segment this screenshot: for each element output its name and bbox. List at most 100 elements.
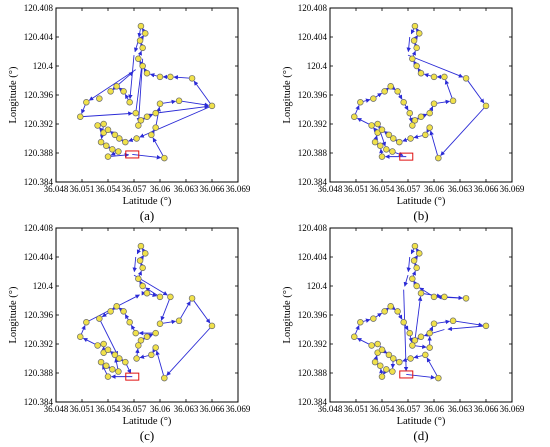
customer-node (152, 124, 159, 131)
customer-node (357, 319, 364, 326)
customer-node (143, 69, 151, 77)
customer-node (188, 295, 196, 302)
y-tick-label: 120.4 (307, 61, 328, 71)
customer-node (411, 337, 419, 344)
route-edge (80, 111, 133, 118)
route-edge (88, 69, 136, 101)
customer-node (104, 373, 112, 380)
customer-node (135, 122, 142, 129)
y-tick-label: 120.384 (24, 177, 54, 187)
customer-node (137, 22, 145, 30)
x-tick-label: 36.06 (424, 404, 445, 414)
customer-node (385, 131, 393, 139)
customer-node (156, 293, 164, 301)
panel-d: 36.048 36.051 36.054 36.057 36.06 36.063 36.06… (282, 223, 525, 443)
customer-node (115, 148, 122, 155)
y-tick-label: 120.404 (298, 252, 328, 262)
x-tick-label: 36.048 (318, 404, 343, 414)
y-tick-label: 120.4 (33, 281, 54, 291)
y-tick-label: 120.392 (24, 339, 53, 349)
customer-node (111, 351, 119, 359)
x-axis-label: Latitude (°) (397, 196, 446, 207)
route-edge (440, 105, 487, 156)
customer-node (143, 113, 151, 120)
customer-node (208, 102, 216, 110)
customer-node (103, 362, 110, 370)
customer-node (116, 355, 123, 362)
y-tick-label: 120.388 (24, 368, 54, 378)
customer-node (161, 154, 168, 162)
customer-node (368, 122, 375, 129)
customer-node (413, 44, 420, 52)
customer-node (394, 308, 401, 315)
depot-marker (399, 152, 414, 161)
customer-node (387, 303, 394, 310)
customer-node (378, 346, 386, 354)
customer-node (410, 257, 418, 264)
route-edge (403, 274, 409, 287)
customer-node (351, 113, 358, 120)
customer-node (115, 368, 122, 375)
route-edge (178, 300, 191, 322)
y-tick-label: 120.396 (298, 90, 328, 100)
x-tick-label: 36.048 (44, 184, 69, 194)
customer-node (167, 293, 174, 301)
customer-node (135, 275, 142, 283)
x-tick-label: 36.06 (150, 184, 171, 194)
route-edge (406, 36, 411, 53)
x-tick-label: 36.069 (226, 404, 251, 414)
y-tick-label: 120.396 (24, 90, 54, 100)
customer-node (411, 117, 419, 124)
customer-node (430, 293, 438, 301)
customer-node (139, 264, 146, 272)
customer-node (208, 322, 216, 330)
y-tick-label: 120.404 (298, 32, 328, 42)
customer-node (411, 22, 419, 30)
customer-node (139, 282, 146, 290)
route-edge (406, 256, 411, 273)
x-tick-label: 36.054 (96, 184, 121, 194)
panel-label: (a) (140, 208, 154, 223)
customer-node (135, 342, 142, 349)
y-axis-label: Longitude (°) (282, 286, 293, 343)
customer-node (396, 358, 403, 366)
customer-node (462, 295, 470, 302)
customer-node (109, 146, 116, 153)
customer-node (370, 315, 377, 322)
x-tick-label: 36.057 (122, 184, 147, 194)
route-edge (98, 318, 119, 356)
customer-node (104, 346, 112, 354)
customer-node (416, 250, 423, 257)
customer-node (416, 30, 423, 37)
x-tick-label: 36.048 (44, 404, 69, 414)
customer-node (417, 69, 425, 77)
customer-node (406, 109, 413, 117)
customer-node (374, 120, 381, 128)
customer-node (120, 308, 127, 315)
customer-node (100, 120, 107, 128)
customer-node (133, 135, 140, 142)
panel-label: (d) (413, 428, 428, 443)
customer-node (137, 337, 145, 344)
customer-node (175, 317, 183, 325)
y-tick-label: 120.396 (298, 310, 328, 320)
x-axis-label: Latitude (°) (123, 196, 172, 207)
route-edge (135, 61, 144, 114)
customer-node (410, 37, 418, 44)
customer-node (435, 154, 442, 162)
x-tick-label: 36.057 (122, 404, 147, 414)
customer-node (394, 88, 401, 95)
y-tick-label: 120.4 (33, 61, 54, 71)
customer-node (96, 95, 103, 102)
x-tick-label: 36.057 (396, 404, 421, 414)
x-axis-label: Latitude (°) (123, 416, 172, 427)
customer-node (407, 355, 414, 362)
customer-node (94, 342, 101, 349)
y-tick-label: 120.404 (24, 32, 54, 42)
customer-node (104, 126, 112, 134)
route-edge (152, 137, 165, 159)
customer-node (152, 329, 159, 337)
y-tick-label: 120.384 (298, 397, 328, 407)
customer-node (116, 135, 123, 142)
customer-node (371, 138, 379, 146)
